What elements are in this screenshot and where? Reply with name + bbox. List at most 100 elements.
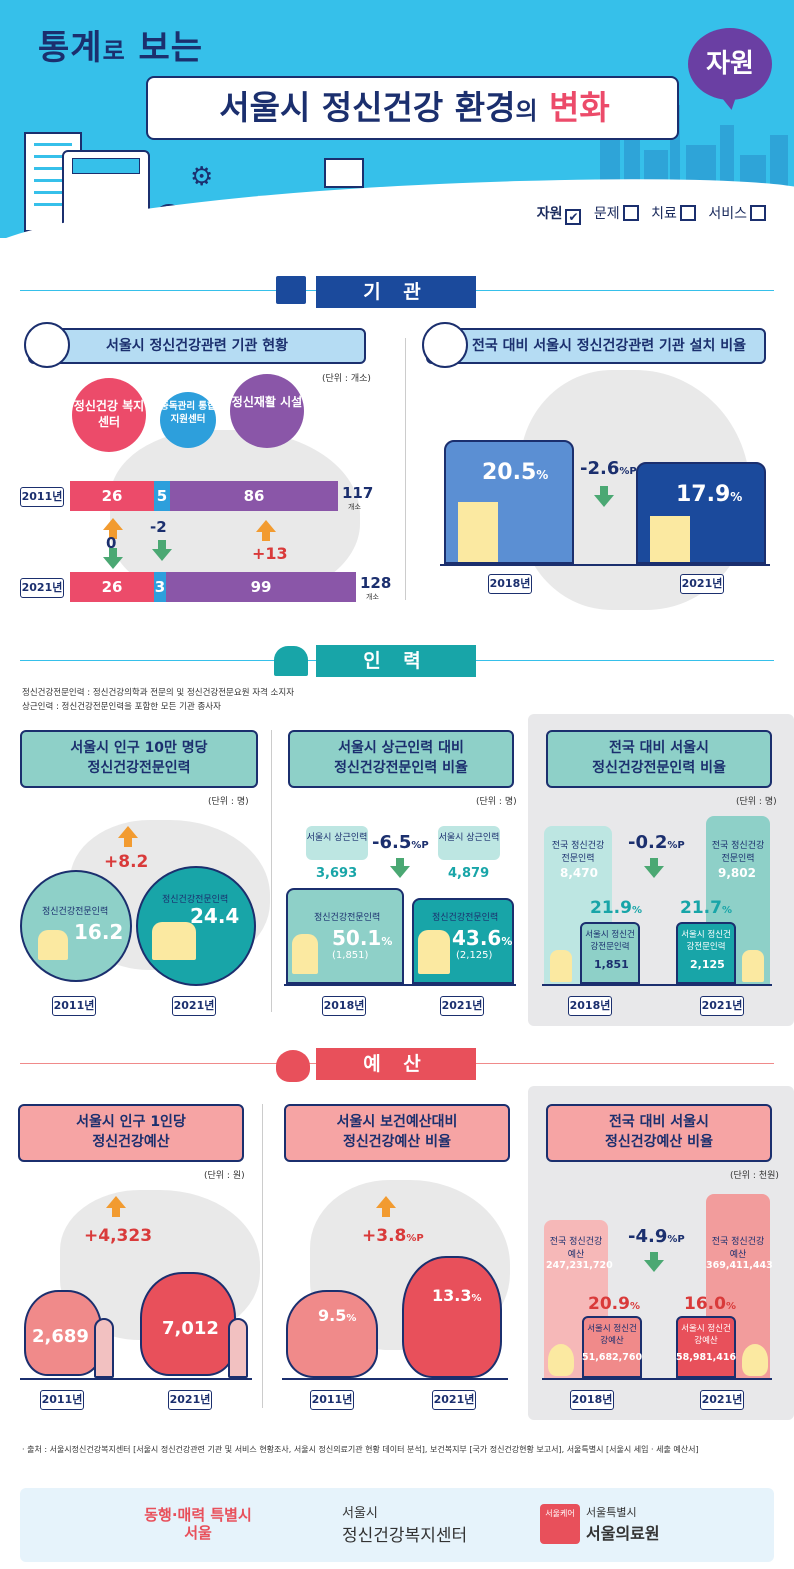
tab-service[interactable]: 서비스: [708, 205, 766, 222]
circle-mental-health-center: 정신건강 복지센터: [72, 378, 146, 452]
year-label: 2018년: [570, 1390, 614, 1410]
institution-unit: (단위 : 개소): [322, 374, 371, 384]
change-national-budget: -4.9%P: [628, 1226, 685, 1247]
year-label: 2018년: [488, 574, 532, 594]
gear-icon: ⚙: [190, 162, 214, 192]
note: 정신건강전문인력 : 정신건강의학과 전문의 및 정신건강전문요원 자격 소지자: [22, 688, 295, 698]
money-bag-2011: [286, 1290, 378, 1378]
year-label: 2011년: [40, 1390, 84, 1410]
money-bag-icon: [276, 1050, 310, 1082]
circle-rehab-facility: 정신재활 시설: [230, 374, 304, 448]
seoul-care-badge: 서울케어: [540, 1504, 580, 1544]
workforce-p1-title: 서울시 인구 10만 명당 정신건강전문인력: [20, 730, 258, 788]
diff-center: 0: [106, 534, 117, 552]
year-label: 2021년: [432, 1390, 476, 1410]
people-icon: [292, 934, 318, 974]
seoul-bar-2018: [580, 922, 640, 984]
source-note: · 출처 : 서울시정신건강복지센터 [서울시 정신건강관련 기관 및 서비스 …: [22, 1445, 699, 1454]
diff-addiction: -2: [150, 518, 167, 536]
money-bag-icon: [548, 1344, 574, 1376]
bar-2021-addiction: 3: [154, 572, 166, 602]
staff-2018-label: 서울시 상근인력: [306, 826, 368, 860]
money-bag-2011: [24, 1290, 102, 1376]
year-label: 2021년: [168, 1390, 212, 1410]
building-icon: [276, 276, 306, 304]
tab-resource[interactable]: 자원 ✔: [537, 206, 582, 225]
workforce-p2-title: 서울시 상근인력 대비 정신건강전문인력 비율: [288, 730, 514, 788]
year-label: 2011년: [20, 487, 64, 507]
seoul-bar-2018: [582, 1316, 642, 1378]
presentation-icon: [324, 158, 364, 188]
section-title-institution: 기 관: [316, 276, 476, 308]
year-label: 2021년: [172, 996, 216, 1016]
institution-right-title: 전국 대비 서울시 정신건강관련 기관 설치 비율: [426, 328, 766, 364]
workforce-p3-title: 전국 대비 서울시 정신건강전문인력 비율: [546, 730, 772, 788]
hero-banner: ₩ ⚙ 📈 통계로 보는 서울시 정신건강 환경의 변화 자원: [0, 0, 794, 238]
note: 상근인력 : 정신건강전문인력을 포함한 모든 기관 종사자: [22, 702, 221, 712]
money-bag-2021: [402, 1256, 502, 1378]
money-bag-icon: [742, 1344, 768, 1376]
people-icon: [418, 930, 450, 974]
title-line-1: 통계로 보는: [38, 28, 204, 68]
bar-2021-center: 26: [70, 572, 154, 602]
hospital-icon: [422, 322, 468, 368]
change-per-100k: +8.2: [104, 852, 149, 872]
section-title-workforce: 인 력: [316, 645, 476, 677]
year-label: 2021년: [700, 1390, 744, 1410]
checkbox-icon[interactable]: [750, 205, 766, 221]
year-label: 2021년: [700, 996, 744, 1016]
change-per-capita: +4,323: [84, 1226, 153, 1246]
mental-health-center-logo: 서울시 정신건강복지센터: [342, 1506, 468, 1546]
section-title-budget: 예 산: [316, 1048, 476, 1080]
tab-treatment[interactable]: 치료: [651, 205, 696, 222]
year-label: 2011년: [310, 1390, 354, 1410]
people-icon: [274, 646, 308, 676]
staff-2021-label: 서울시 상근인력: [438, 826, 500, 860]
hospital-icon: [24, 322, 70, 368]
bar-2011-center: 26: [70, 481, 154, 511]
institution-left-title: 서울시 정신건강관련 기관 현황: [28, 328, 366, 364]
seoul-medical-center-logo: 서울특별시 서울의료원: [586, 1506, 660, 1543]
people-icon: [38, 930, 68, 960]
change-national: -0.2%P: [628, 832, 685, 853]
person-icon: [94, 1318, 114, 1378]
people-icon: [550, 950, 572, 982]
tab-problem[interactable]: 문제: [594, 205, 639, 222]
title-line-2: 서울시 정신건강 환경의 변화: [219, 88, 610, 127]
change-ratio: -6.5%P: [372, 832, 429, 853]
ratio-change: -2.6%P: [580, 458, 637, 479]
category-badge: 자원: [688, 28, 772, 100]
budget-p2-title: 서울시 보건예산대비 정신건강예산 비율: [284, 1104, 510, 1162]
change-health-ratio: +3.8%P: [362, 1226, 424, 1246]
circle-2011: [20, 870, 132, 982]
seoul-bar-2021: [676, 922, 736, 984]
building-icon: [458, 502, 498, 562]
building-icon: [650, 516, 690, 562]
footer: 동행·매력 특별시 서울 서울시 정신건강복지센터 서울케어 서울특별시 서울의…: [20, 1488, 774, 1562]
bar-2011-addiction: 5: [154, 481, 170, 511]
people-icon: [742, 950, 764, 982]
total-2021: 128: [360, 574, 392, 592]
budget-p3-title: 전국 대비 서울시 정신건강예산 비율: [546, 1104, 772, 1162]
category-tabs: 자원 ✔ 문제 치료 서비스: [529, 203, 766, 225]
year-label: 2018년: [322, 996, 366, 1016]
total-2011: 117: [342, 484, 374, 502]
budget-p1-title: 서울시 인구 1인당 정신건강예산: [18, 1104, 244, 1162]
person-icon: [228, 1318, 248, 1378]
seoul-slogan-logo: 동행·매력 특별시 서울: [144, 1506, 252, 1542]
bar-2021-rehab: 99: [166, 572, 356, 602]
checkbox-icon[interactable]: [622, 205, 639, 221]
checkbox-checked-icon[interactable]: ✔: [565, 209, 582, 225]
year-label: 2018년: [568, 996, 612, 1016]
bar-2011-rehab: 86: [170, 481, 338, 511]
people-icon: [152, 922, 196, 960]
year-label: 2021년: [440, 996, 484, 1016]
year-label: 2021년: [680, 574, 724, 594]
diff-rehab: +13: [252, 544, 288, 563]
circle-addiction-center: 중독관리 통합 지원센터: [160, 392, 216, 448]
year-label: 2021년: [20, 578, 64, 598]
year-label: 2011년: [52, 996, 96, 1016]
money-bag-2021: [140, 1272, 236, 1376]
checkbox-icon[interactable]: [679, 205, 696, 221]
seoul-bar-2021: [676, 1316, 736, 1378]
